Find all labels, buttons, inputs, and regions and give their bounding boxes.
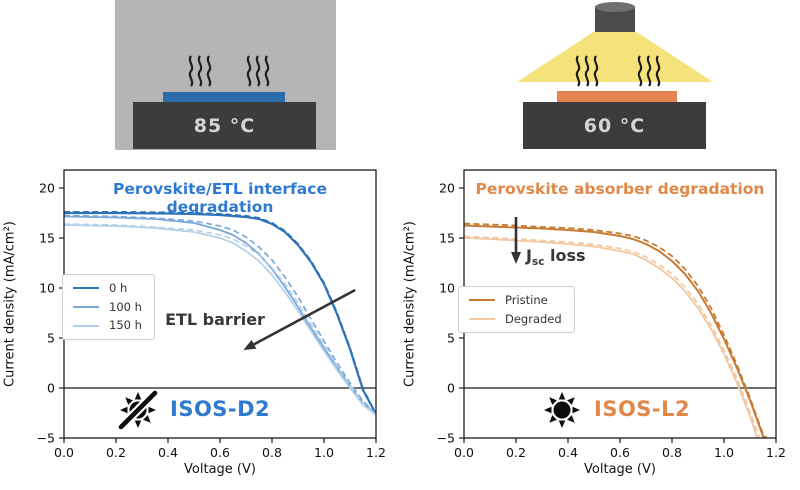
dark-heat-scene: 85 °C bbox=[115, 0, 336, 150]
svg-text:5: 5 bbox=[47, 331, 55, 346]
svg-text:5: 5 bbox=[447, 331, 455, 346]
loss-text: loss bbox=[544, 246, 586, 265]
light-beam bbox=[517, 29, 713, 82]
svg-text:0.8: 0.8 bbox=[262, 445, 282, 460]
hotplate bbox=[523, 102, 706, 149]
chart-title: Perovskite/ETL interface degradation bbox=[113, 180, 327, 216]
legend-label: Degraded bbox=[505, 311, 562, 326]
jv-plot: 0.0 0.2 0.4 0.6 0.8 1.0 1.2 −5 0 5 10 15 20 bbox=[37, 169, 386, 460]
svg-text:0.4: 0.4 bbox=[558, 445, 578, 460]
hotplate: 85 °C bbox=[133, 102, 316, 149]
svg-text:0.0: 0.0 bbox=[454, 445, 474, 460]
heat-waves-icon bbox=[246, 55, 270, 87]
svg-text:1.0: 1.0 bbox=[314, 445, 334, 460]
legend-label: 0 h bbox=[109, 281, 128, 295]
y-axis-label: Current density (mA/cm²) bbox=[402, 221, 418, 387]
legend-line-swatch bbox=[73, 287, 99, 290]
legend-item: 100 h bbox=[73, 299, 142, 314]
jv-plot: 0.0 0.2 0.4 0.6 0.8 1.0 1.2 −5 0 5 10 15 20 bbox=[437, 169, 786, 460]
svg-text:0.0: 0.0 bbox=[54, 445, 74, 460]
badge-label: ISOS-L2 bbox=[594, 397, 691, 421]
svg-text:15: 15 bbox=[439, 231, 455, 246]
legend: Pristine Degraded bbox=[458, 286, 575, 334]
x-axis-label: Voltage (V) bbox=[184, 462, 256, 477]
jv-chart-light-aging: 0.0 0.2 0.4 0.6 0.8 1.0 1.2 −5 0 5 10 15 20 Perovski… bbox=[400, 160, 800, 490]
sun-icon bbox=[544, 392, 580, 428]
jsc-subscript: sc bbox=[531, 256, 545, 269]
temperature-label: 85 °C bbox=[193, 114, 256, 137]
svg-text:0: 0 bbox=[47, 381, 55, 396]
svg-text:20: 20 bbox=[439, 181, 455, 196]
legend-line-swatch bbox=[469, 299, 495, 302]
legend-label: 150 h bbox=[109, 318, 142, 333]
svg-text:20: 20 bbox=[39, 181, 55, 196]
svg-text:0.6: 0.6 bbox=[210, 445, 230, 460]
svg-text:0.6: 0.6 bbox=[610, 445, 630, 460]
svg-text:1.0: 1.0 bbox=[714, 445, 734, 460]
legend-item: 150 h bbox=[73, 319, 142, 332]
isos-l2-badge: ISOS-L2 bbox=[540, 386, 690, 432]
badge-label: ISOS-D2 bbox=[170, 397, 271, 421]
hotplate-label-area: 60 °C bbox=[523, 102, 706, 149]
temperature-label: 60 °C bbox=[583, 114, 646, 137]
svg-text:−5: −5 bbox=[37, 431, 55, 446]
svg-text:0.2: 0.2 bbox=[506, 445, 526, 460]
legend-label: Pristine bbox=[505, 293, 548, 307]
legend-item: 0 h bbox=[73, 282, 142, 295]
solar-cell-sample-blue bbox=[163, 92, 285, 102]
svg-text:10: 10 bbox=[439, 281, 455, 296]
lamp-top bbox=[595, 2, 635, 12]
svg-text:0: 0 bbox=[447, 381, 455, 396]
legend-line-swatch bbox=[73, 305, 99, 308]
svg-text:−5: −5 bbox=[437, 431, 455, 446]
legend-line-swatch bbox=[469, 317, 495, 320]
jv-chart-dark-aging: 0.0 0.2 0.4 0.6 0.8 1.0 1.2 −5 0 5 10 15 20 Perovski… bbox=[0, 160, 400, 490]
x-axis-label: Voltage (V) bbox=[584, 462, 656, 477]
legend-item: Degraded bbox=[469, 311, 562, 326]
chart-title: Perovskite absorber degradation bbox=[475, 180, 765, 198]
solar-cell-sample-orange bbox=[557, 91, 677, 102]
y-axis-label: Current density (mA/cm²) bbox=[2, 221, 18, 387]
lamp-graphic bbox=[517, 2, 713, 149]
legend: 0 h 100 h 150 h bbox=[62, 274, 155, 340]
svg-text:10: 10 bbox=[39, 281, 55, 296]
etl-barrier-annotation: ETL barrier bbox=[165, 310, 265, 329]
legend-line-swatch bbox=[73, 324, 99, 327]
svg-text:15: 15 bbox=[39, 231, 55, 246]
svg-text:0.4: 0.4 bbox=[158, 445, 178, 460]
isos-d2-badge: ISOS-D2 bbox=[116, 386, 270, 432]
jsc-loss-annotation: Jsc loss bbox=[526, 246, 586, 268]
jsc-symbol: J bbox=[526, 246, 532, 265]
heat-waves-icon bbox=[637, 55, 661, 87]
heat-waves-icon bbox=[575, 55, 599, 87]
crossed-sun-icon bbox=[118, 390, 158, 430]
legend-item: Pristine bbox=[469, 294, 562, 307]
light-soak-scene: 60 °C bbox=[515, 0, 715, 150]
svg-text:1.2: 1.2 bbox=[766, 445, 786, 460]
svg-text:0.2: 0.2 bbox=[106, 445, 126, 460]
heat-waves-icon bbox=[188, 55, 212, 87]
svg-text:1.2: 1.2 bbox=[366, 445, 386, 460]
legend-label: 100 h bbox=[109, 299, 142, 314]
svg-text:0.8: 0.8 bbox=[662, 445, 682, 460]
